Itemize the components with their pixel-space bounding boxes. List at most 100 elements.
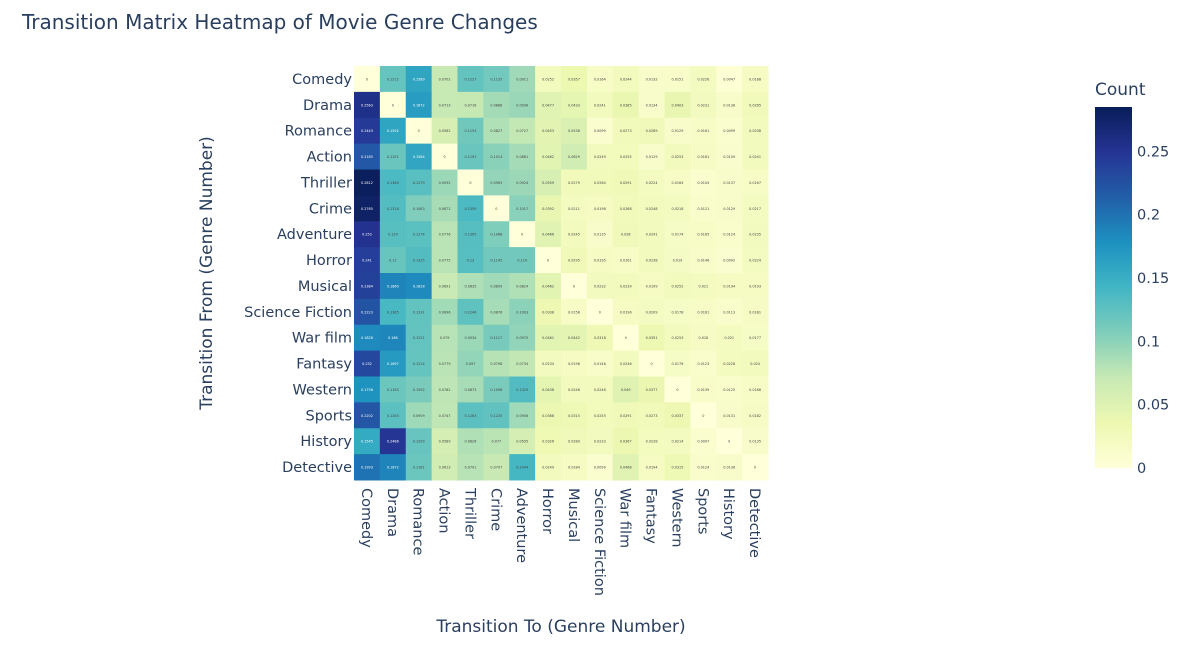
cell-value-label: 0.0228: [646, 440, 658, 444]
cell-value-label: 0.0368: [542, 414, 554, 418]
cell-value-label: 0.1209: [413, 440, 425, 444]
cell-value-label: 0.0195: [594, 259, 606, 263]
heatmap-cell: [742, 169, 769, 196]
heatmap-cell: [405, 195, 433, 222]
cell-value-label: 0.049: [621, 388, 631, 392]
heatmap-cell: [638, 298, 665, 326]
x-tick-label: Thriller: [461, 487, 477, 539]
heatmap-cell: [612, 350, 640, 377]
x-tick-label: Detective: [746, 488, 762, 558]
heatmap-cell: [586, 324, 614, 352]
heatmap-cell: [535, 66, 562, 93]
x-tick-label: Horror: [539, 488, 555, 534]
heatmap-cell: [638, 195, 665, 222]
heatmap-cell: [509, 169, 536, 196]
cell-value-label: 0.0906: [516, 414, 528, 418]
cell-value-label: 0.0873: [465, 388, 477, 392]
heatmap-cell: [354, 221, 381, 248]
heatmap-cell: [354, 298, 381, 326]
x-axis-tick-labels: Comedy Drama Romance Action Thriller Crime Adv…: [358, 487, 762, 596]
cell-value-label: 0.0727: [516, 129, 528, 133]
heatmap-cell: [612, 298, 640, 326]
colorbar-tick-label: 0: [1137, 461, 1146, 477]
cell-value-label: 0.114: [517, 259, 527, 263]
cell-value-label: 0.0295: [568, 259, 580, 263]
cell-value-label: 0.1318: [387, 207, 399, 211]
heatmap-cell: [509, 195, 536, 222]
heatmap-cell: [716, 195, 743, 222]
heatmap-cell: [354, 324, 381, 352]
heatmap-cell: [535, 169, 562, 196]
heatmap-cell: [716, 169, 743, 196]
heatmap-cell: [483, 273, 510, 300]
heatmap-cell: [509, 91, 536, 119]
cell-value-label: 0.0559: [542, 181, 554, 185]
heatmap-cell: [483, 143, 510, 170]
cell-value-label: 0.0161: [697, 129, 709, 133]
heatmap-cell: [379, 143, 407, 170]
heatmap-cell: [690, 221, 717, 248]
heatmap-cell: [664, 428, 691, 455]
heatmap-cell: [664, 273, 691, 300]
heatmap-cell: [405, 117, 433, 145]
cell-value-label: 0.0146: [697, 259, 709, 263]
heatmap-cell: [561, 66, 588, 93]
cell-value-label: 0.0462: [542, 284, 554, 288]
heatmap-cell: [457, 376, 484, 403]
cell-value-label: 0.0909: [413, 414, 425, 418]
cell-value-label: 0.1212: [387, 77, 399, 81]
heatmap-cell: [586, 428, 614, 455]
cell-value-label: 0.0131: [723, 414, 735, 418]
cell-value-label: 0.0747: [439, 414, 451, 418]
cell-value-label: 0.0265: [749, 103, 761, 107]
heatmap-cell: [612, 195, 640, 222]
heatmap-cell: [431, 117, 458, 145]
heatmap-cell: [664, 324, 691, 352]
heatmap-cell: [483, 350, 510, 377]
heatmap-cell: [742, 143, 769, 170]
cell-value-label: 0.0433: [568, 103, 580, 107]
heatmap-cell: [612, 273, 640, 300]
heatmap-cell: [483, 376, 510, 403]
cell-value-label: 0.2563: [361, 103, 373, 107]
cell-value-label: 0.0888: [490, 103, 502, 107]
cell-value-label: 0.253: [362, 233, 372, 237]
heatmap-cell: [535, 273, 562, 300]
heatmap-cell: [483, 117, 510, 145]
x-tick-label: Musical: [565, 488, 581, 542]
heatmap-cell: [586, 376, 614, 403]
heatmap-cell: [379, 298, 407, 326]
cell-value-label: 0.0196: [620, 310, 632, 314]
cell-value-label: 0: [495, 207, 497, 211]
cell-value-label: 0.0289: [646, 129, 658, 133]
cell-value-label: 0.0442: [568, 336, 580, 340]
heatmap-cell: [716, 298, 743, 326]
cell-value-label: 0.0224: [749, 259, 761, 263]
cell-value-label: 0.0255: [594, 414, 606, 418]
heatmap-cell: [561, 247, 588, 274]
cell-value-label: 0.0234: [542, 362, 554, 366]
cell-value-label: 0.0357: [568, 77, 580, 81]
heatmap-cell: [535, 117, 562, 145]
cell-value-label: 0.0315: [568, 414, 580, 418]
x-tick-label: History: [720, 488, 736, 540]
heatmap-cell: [561, 376, 588, 403]
cell-value-label: 0.077: [491, 440, 501, 444]
cell-value-label: 0.2486: [387, 440, 399, 444]
y-tick-label: Thriller: [300, 175, 352, 191]
cell-value-label: 0.0538: [568, 129, 580, 133]
heatmap-cell: [716, 91, 743, 119]
cell-value-label: 0.0161: [697, 310, 709, 314]
cell-value-label: 0.0099: [594, 129, 606, 133]
cell-value-label: 0.232: [362, 362, 372, 366]
cell-value-label: 0.0326: [542, 440, 554, 444]
heatmap-cell: [535, 221, 562, 248]
cell-value-label: 0.1221: [413, 336, 425, 340]
colorbar-tick-label: 0.2: [1137, 208, 1160, 224]
cell-value-label: 0.1092: [413, 388, 425, 392]
cell-value-label: 0.0253: [672, 336, 684, 340]
x-tick-label: Romance: [410, 488, 426, 555]
cell-value-label: 0.0468: [620, 466, 632, 470]
cell-value-label: 0: [392, 103, 394, 107]
heatmap-cell: [509, 273, 536, 300]
